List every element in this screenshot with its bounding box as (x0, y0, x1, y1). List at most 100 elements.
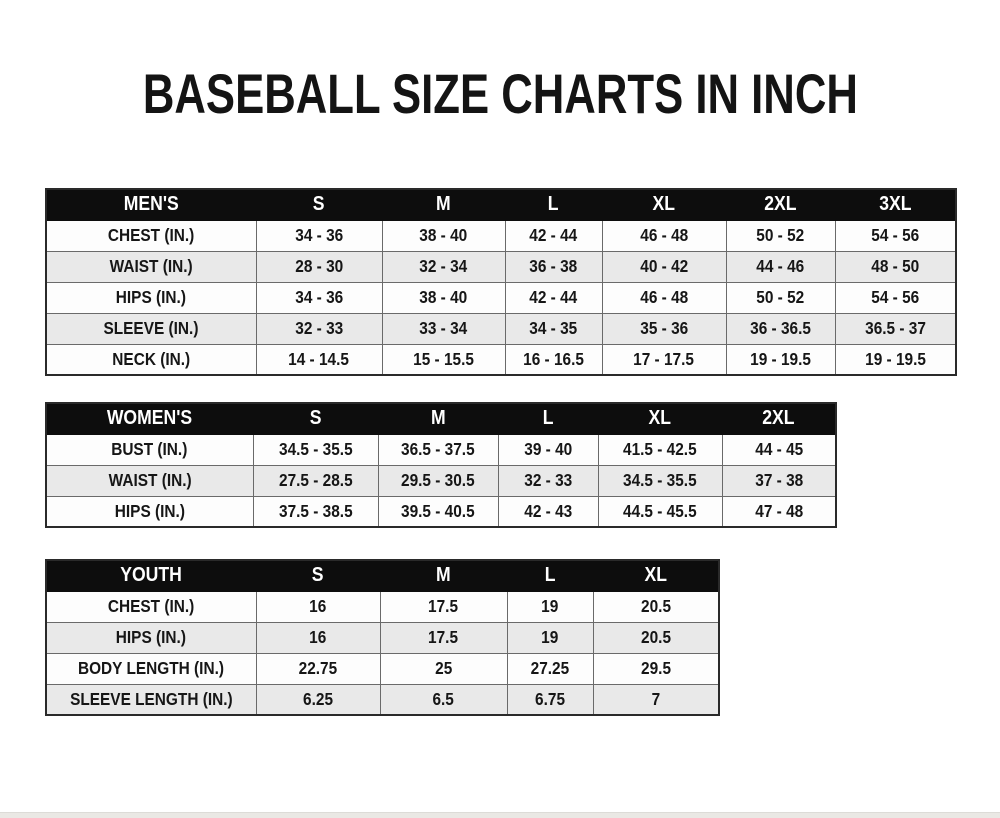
mens-column-header: 2XL (725, 188, 836, 221)
womens-column-header: M (377, 402, 499, 435)
size-cell-value: 46 - 48 (640, 225, 688, 245)
size-cell: 29.5 - 30.5 (377, 464, 499, 497)
womens-column-header: WOMEN'S (45, 402, 254, 435)
size-cell-value: 38 - 40 (419, 225, 468, 245)
size-cell: 46 - 48 (601, 281, 727, 314)
size-cell-value: 15 - 15.5 (413, 348, 474, 369)
row-label: SLEEVE LENGTH (IN.) (45, 683, 257, 716)
size-cell-value: 44 - 46 (756, 256, 805, 276)
size-cell: 6.5 (379, 683, 508, 716)
size-cell: 34 - 36 (255, 219, 383, 252)
mens-column-header: M (381, 188, 506, 221)
womens-size-table: WOMEN'S S M L XL 2XL BUST (IN.) 34.5 - 35.5 36.5… (45, 402, 837, 528)
size-cell-value: 42 - 43 (524, 500, 572, 521)
row-label: WAIST (IN.) (45, 250, 257, 283)
size-cell: 17 - 17.5 (601, 343, 727, 376)
size-cell: 17.5 (379, 590, 508, 623)
size-cell: 28 - 30 (255, 250, 383, 283)
youth-table-row: HIPS (IN.) 16 17.5 19 20.5 (45, 621, 720, 654)
row-label-text: CHEST (IN.) (108, 225, 195, 245)
row-label-text: SLEEVE LENGTH (IN.) (69, 688, 233, 709)
size-cell: 44 - 46 (725, 250, 836, 283)
womens-column-header: S (252, 402, 379, 435)
row-label: WAIST (IN.) (45, 464, 254, 497)
column-header-label: M (430, 407, 446, 430)
size-cell: 42 - 44 (504, 219, 603, 252)
size-cell: 15 - 15.5 (381, 343, 506, 376)
size-cell: 19 (506, 621, 594, 654)
column-header-label: 3XL (879, 193, 912, 216)
youth-column-header: M (379, 559, 508, 592)
size-cell: 33 - 34 (381, 312, 506, 345)
youth-table-row: BODY LENGTH (IN.) 22.75 25 27.25 29.5 (45, 652, 720, 685)
size-cell-value: 54 - 56 (871, 225, 920, 245)
size-cell: 16 - 16.5 (504, 343, 603, 376)
size-cell-value: 37 - 38 (754, 470, 803, 490)
mens-table-row: CHEST (IN.) 34 - 36 38 - 40 42 - 44 46 - 48 5… (45, 219, 957, 252)
size-cell-value: 19 - 19.5 (750, 348, 811, 369)
size-cell: 19 - 19.5 (725, 343, 836, 376)
size-cell: 16 (255, 590, 381, 623)
size-cell: 38 - 40 (381, 281, 506, 314)
size-cell-value: 37.5 - 38.5 (278, 500, 353, 521)
size-cell: 34 - 36 (255, 281, 383, 314)
size-cell: 14 - 14.5 (255, 343, 383, 376)
youth-header-row: YOUTH S M L XL (45, 559, 720, 592)
size-cell-value: 38 - 40 (419, 287, 468, 307)
column-header-label: S (312, 564, 324, 587)
size-cell: 20.5 (592, 621, 720, 654)
size-cell: 37.5 - 38.5 (252, 495, 379, 528)
size-cell: 34.5 - 35.5 (252, 433, 379, 466)
size-cell: 41.5 - 42.5 (597, 433, 723, 466)
mens-column-header: 3XL (834, 188, 957, 221)
size-cell-value: 6.75 (535, 688, 565, 709)
column-header-label: XL (652, 193, 676, 216)
size-cell-value: 50 - 52 (756, 225, 805, 245)
mens-table-row: NECK (IN.) 14 - 14.5 15 - 15.5 16 - 16.5 17 … (45, 343, 957, 376)
mens-table-row: HIPS (IN.) 34 - 36 38 - 40 42 - 44 46 - 48 50… (45, 281, 957, 314)
size-cell: 34 - 35 (504, 312, 603, 345)
size-cell-value: 20.5 (640, 596, 671, 616)
row-label: HIPS (IN.) (45, 495, 254, 528)
size-chart-page: BASEBALL SIZE CHARTS IN INCH MEN'S S M L XL 2… (0, 66, 1000, 818)
size-cell-value: 34 - 36 (295, 287, 343, 307)
row-label: CHEST (IN.) (45, 219, 257, 252)
size-cell-value: 42 - 44 (529, 225, 578, 245)
column-header-label: WOMEN'S (107, 407, 193, 430)
youth-table-row: CHEST (IN.) 16 17.5 19 20.5 (45, 590, 720, 623)
size-cell: 50 - 52 (725, 281, 836, 314)
size-cell-value: 14 - 14.5 (288, 348, 350, 369)
mens-table-row: SLEEVE (IN.) 32 - 33 33 - 34 34 - 35 35 - 36… (45, 312, 957, 345)
size-cell-value: 28 - 30 (295, 256, 343, 276)
mens-column-header: S (255, 188, 383, 221)
size-cell: 54 - 56 (834, 219, 957, 252)
row-label-text: HIPS (IN.) (114, 500, 185, 521)
size-cell: 17.5 (379, 621, 508, 654)
womens-column-header: 2XL (721, 402, 837, 435)
size-cell-value: 36.5 - 37 (864, 318, 926, 338)
size-cell: 36.5 - 37 (834, 312, 957, 345)
size-cell: 25 (379, 652, 508, 685)
row-label-text: HIPS (IN.) (116, 627, 187, 647)
size-cell: 32 - 33 (497, 464, 599, 497)
size-cell-value: 17.5 (428, 596, 459, 616)
mens-size-table: MEN'S S M L XL 2XL 3XL CHEST (IN.) 34 - 36 38 - 4… (45, 188, 957, 376)
size-cell-value: 36.5 - 37.5 (401, 439, 475, 459)
column-header-label: M (436, 193, 451, 216)
row-label-text: NECK (IN.) (112, 348, 191, 369)
size-cell-value: 27.25 (530, 658, 570, 678)
size-cell: 19 - 19.5 (834, 343, 957, 376)
size-cell-value: 19 (541, 596, 559, 616)
size-cell: 6.75 (506, 683, 594, 716)
size-cell-value: 34 - 35 (529, 318, 578, 338)
column-header-label: L (544, 564, 556, 587)
size-cell-value: 40 - 42 (640, 256, 688, 276)
row-label: HIPS (IN.) (45, 281, 257, 314)
size-cell: 36 - 38 (504, 250, 603, 283)
row-label-text: WAIST (IN.) (108, 470, 192, 490)
size-cell: 27.25 (506, 652, 594, 685)
size-cell-value: 46 - 48 (640, 287, 688, 307)
row-label: SLEEVE (IN.) (45, 312, 257, 345)
size-cell-value: 48 - 50 (871, 256, 920, 276)
page-title: BASEBALL SIZE CHARTS IN INCH (0, 66, 1000, 122)
